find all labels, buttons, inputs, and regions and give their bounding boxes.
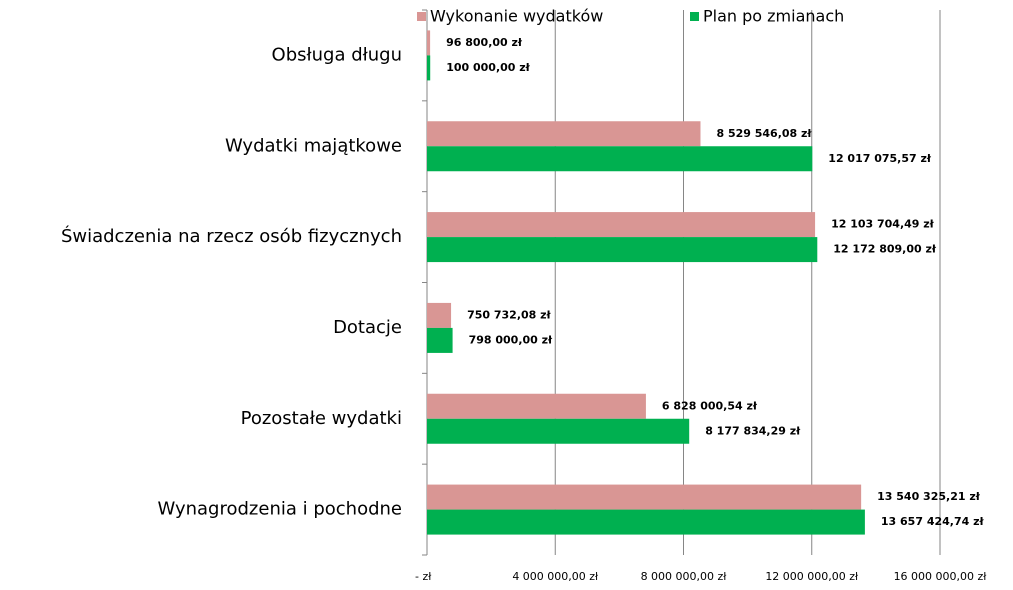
y-tick-label: Obsługa długu xyxy=(272,44,402,65)
value-label: 96 800,00 zł xyxy=(446,36,523,49)
value-label: 750 732,08 zł xyxy=(467,308,551,321)
value-label: 12 017 075,57 zł xyxy=(828,152,932,165)
legend-swatch xyxy=(417,12,426,21)
x-tick-label: 16 000 000,00 zł xyxy=(894,570,988,583)
bar xyxy=(427,30,431,56)
y-tick-label: Wydatki majątkowe xyxy=(225,135,402,156)
value-label: 13 540 325,21 zł xyxy=(877,490,981,503)
bar xyxy=(427,327,453,353)
bar xyxy=(427,302,452,328)
value-label: 6 828 000,54 zł xyxy=(662,399,758,412)
bar xyxy=(427,418,690,444)
legend-label: Plan po zmianach xyxy=(703,7,844,26)
bar xyxy=(427,55,431,81)
x-tick-label: - zł xyxy=(415,570,432,583)
value-label: 8 529 546,08 zł xyxy=(716,127,812,140)
bar xyxy=(427,393,646,419)
value-label: 13 657 424,74 zł xyxy=(881,515,985,528)
bar xyxy=(427,237,818,263)
legend-swatch xyxy=(690,12,699,21)
legend-label: Wykonanie wydatków xyxy=(430,7,603,26)
x-tick-label: 4 000 000,00 zł xyxy=(512,570,599,583)
value-label: 12 103 704,49 zł xyxy=(831,218,935,231)
value-label: 8 177 834,29 zł xyxy=(705,424,801,437)
y-tick-label: Dotacje xyxy=(333,317,402,338)
bar xyxy=(427,121,701,147)
x-tick-label: 8 000 000,00 zł xyxy=(641,570,728,583)
value-label: 798 000,00 zł xyxy=(469,333,553,346)
bar xyxy=(427,484,862,510)
value-label: 12 172 809,00 zł xyxy=(833,243,937,256)
y-tick-label: Wynagrodzenia i pochodne xyxy=(157,499,402,520)
y-tick-label: Pozostałe wydatki xyxy=(241,408,402,429)
value-label: 100 000,00 zł xyxy=(446,61,530,74)
bar xyxy=(427,146,813,172)
y-tick-label: Świadczenia na rzecz osób fizycznych xyxy=(61,225,402,247)
bar xyxy=(427,509,865,535)
bar xyxy=(427,212,816,238)
x-tick-label: 12 000 000,00 zł xyxy=(765,570,859,583)
